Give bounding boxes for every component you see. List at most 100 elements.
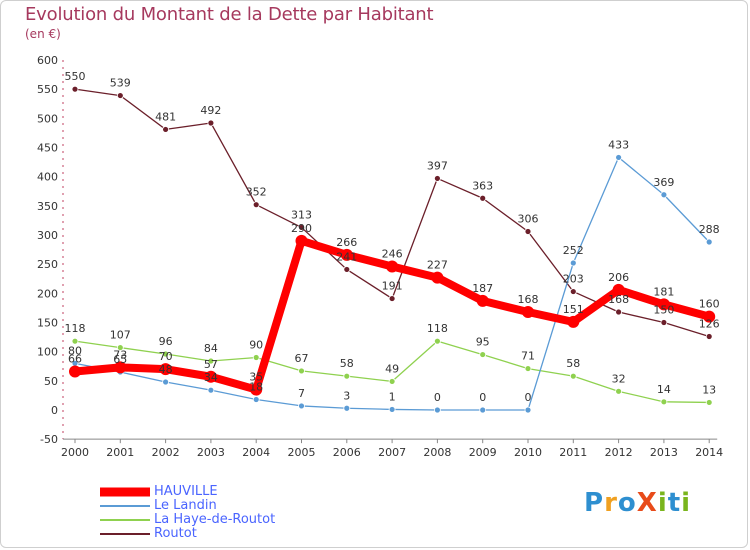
data-label-la-haye-de-routot: 58 <box>340 357 354 370</box>
y-tick-label: 0 <box>51 404 58 417</box>
data-point-hauville <box>612 283 625 296</box>
data-point-le-landin <box>162 378 170 386</box>
data-point-hauville <box>386 260 399 273</box>
data-label-routot: 306 <box>518 213 539 226</box>
data-point-la-haye-de-routot <box>298 367 305 375</box>
data-point-la-haye-de-routot <box>252 354 260 361</box>
data-label-hauville: 246 <box>382 248 403 261</box>
data-point-la-haye-de-routot <box>433 337 441 345</box>
data-point-la-haye-de-routot <box>660 398 668 406</box>
legend-label: Le Landin <box>154 498 217 513</box>
data-label-la-haye-de-routot: 118 <box>427 322 448 335</box>
x-tick-label: 2013 <box>650 446 678 459</box>
data-label-hauville: 187 <box>472 282 493 295</box>
data-label-la-haye-de-routot: 71 <box>521 350 535 363</box>
y-tick-label: 100 <box>37 346 58 359</box>
data-point-hauville <box>476 294 489 307</box>
data-label-la-haye-de-routot: 118 <box>65 322 86 335</box>
x-tick-label: 2009 <box>469 446 497 459</box>
data-label-le-landin: 433 <box>608 138 629 151</box>
data-point-le-landin <box>388 406 396 413</box>
legend-swatch-le-landin <box>100 505 150 507</box>
x-tick-label: 2007 <box>378 446 406 459</box>
data-label-le-landin: 34 <box>204 371 218 384</box>
data-point-le-landin <box>433 406 441 414</box>
data-point-le-landin <box>569 259 577 267</box>
logo-letter: i <box>681 488 692 518</box>
data-point-la-haye-de-routot <box>569 372 577 380</box>
data-point-la-haye-de-routot <box>705 399 713 406</box>
data-label-routot: 492 <box>200 104 221 117</box>
y-tick-label: 550 <box>37 83 58 96</box>
x-tick-label: 2006 <box>333 446 361 459</box>
data-point-routot <box>116 92 124 99</box>
data-point-la-haye-de-routot <box>479 351 487 358</box>
x-tick-label: 2010 <box>514 446 542 459</box>
data-label-hauville: 168 <box>518 293 539 306</box>
data-point-hauville <box>295 234 308 247</box>
x-tick-label: 2014 <box>695 446 723 459</box>
data-label-routot: 539 <box>110 77 131 90</box>
x-tick-label: 2004 <box>242 446 270 459</box>
data-point-routot <box>705 333 713 340</box>
y-tick-label: 400 <box>37 171 58 184</box>
data-label-routot: 203 <box>563 273 584 286</box>
data-label-routot: 150 <box>653 304 674 317</box>
x-tick-label: 2005 <box>288 446 316 459</box>
data-label-hauville: 266 <box>336 236 357 249</box>
data-label-le-landin: 7 <box>298 387 305 400</box>
data-point-le-landin <box>207 386 215 394</box>
data-label-la-haye-de-routot: 14 <box>657 383 671 396</box>
data-point-la-haye-de-routot <box>615 387 622 395</box>
data-point-hauville <box>159 363 172 376</box>
data-label-hauville: 227 <box>427 259 448 272</box>
data-label-la-haye-de-routot: 84 <box>204 342 218 355</box>
data-label-routot: 126 <box>699 318 720 331</box>
data-label-hauville: 57 <box>204 358 218 371</box>
legend-label: La Haye-de-Routot <box>154 512 276 527</box>
data-label-la-haye-de-routot: 107 <box>110 329 131 342</box>
x-tick-label: 2001 <box>106 446 134 459</box>
x-tick-label: 2012 <box>605 446 633 459</box>
data-label-la-haye-de-routot: 90 <box>249 339 263 352</box>
data-point-hauville <box>522 306 534 318</box>
data-point-routot <box>569 288 577 295</box>
data-label-routot: 168 <box>608 293 629 306</box>
data-label-hauville: 160 <box>699 298 720 311</box>
chart-title: Evolution du Montant de la Dette par Hab… <box>25 4 434 25</box>
y-tick-label: 200 <box>37 287 58 300</box>
y-tick-label: 350 <box>37 200 58 213</box>
data-point-le-landin <box>343 404 351 412</box>
data-point-le-landin <box>660 191 668 199</box>
data-point-hauville <box>703 310 716 323</box>
data-label-la-haye-de-routot: 32 <box>612 372 626 385</box>
data-label-hauville: 66 <box>68 353 82 366</box>
data-point-hauville <box>114 361 127 374</box>
data-point-routot <box>479 194 487 202</box>
x-tick-label: 2002 <box>152 446 180 459</box>
y-tick-label: -50 <box>40 433 58 446</box>
data-label-le-landin: 252 <box>563 244 584 257</box>
logo-letter: i <box>657 488 668 518</box>
data-point-routot <box>660 319 668 326</box>
data-label-routot: 313 <box>291 208 312 221</box>
data-label-le-landin: 0 <box>525 391 532 404</box>
proxiti-logo: ProXiti <box>584 488 691 518</box>
data-label-hauville: 70 <box>159 350 173 363</box>
data-point-hauville <box>204 370 217 383</box>
data-label-le-landin: 369 <box>653 176 674 189</box>
data-label-le-landin: 288 <box>699 223 720 236</box>
data-label-le-landin: 3 <box>343 389 350 402</box>
x-tick-label: 2000 <box>61 446 89 459</box>
data-point-la-haye-de-routot <box>162 350 170 358</box>
chart-unit-label: (en €) <box>25 27 61 41</box>
x-tick-label: 2008 <box>423 446 451 459</box>
data-point-la-haye-de-routot <box>207 357 215 365</box>
data-point-routot <box>252 201 260 209</box>
data-label-la-haye-de-routot: 58 <box>566 357 580 370</box>
data-label-hauville: 73 <box>113 348 127 361</box>
data-label-routot: 550 <box>65 70 86 83</box>
data-point-hauville <box>431 271 444 284</box>
data-label-routot: 363 <box>472 179 493 192</box>
